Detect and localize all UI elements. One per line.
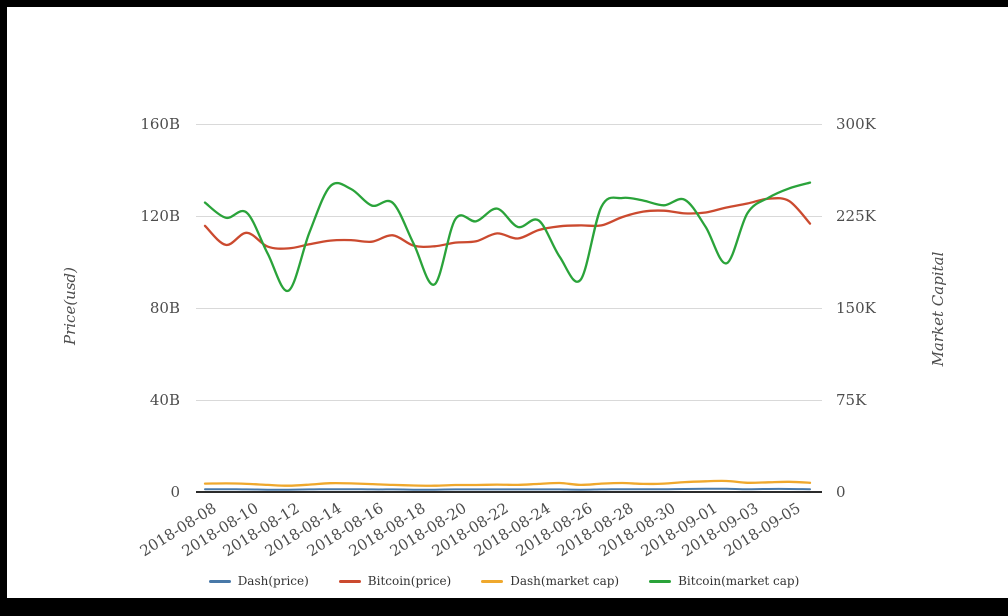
series-line-dash-price[interactable] [204, 487, 811, 491]
screenshot-border-top [0, 0, 1008, 7]
legend-label: Dash(price) [237, 574, 309, 588]
screenshot-border-bottom [0, 598, 1008, 616]
legend-label: Bitcoin(market cap) [678, 574, 800, 588]
legend-line-marker [208, 579, 231, 583]
y-left-tick-label: 80B [149, 299, 180, 317]
screenshot-border-left [0, 0, 7, 616]
legend-item-dash-market-cap[interactable]: Dash(market cap) [481, 574, 619, 588]
legend-label: Bitcoin(price) [367, 574, 452, 588]
legend-line-marker [338, 579, 361, 583]
y-left-tick-label: 40B [149, 391, 180, 409]
y-right-tick-label: 150K [836, 299, 876, 317]
x-axis-line [196, 491, 822, 493]
gridline [196, 124, 822, 125]
series-line-bitcoin-market-cap[interactable] [203, 181, 812, 292]
y-right-tick-label: 300K [836, 115, 876, 133]
legend-line-marker [481, 579, 504, 583]
legend-item-bitcoin-price[interactable]: Bitcoin(price) [338, 574, 452, 588]
series-line-dash-market-cap[interactable] [203, 479, 812, 487]
y-right-tick-label: 75K [836, 391, 867, 409]
y-right-tick-label: 225K [836, 207, 876, 225]
y-left-tick-label: 0 [170, 483, 180, 501]
legend: Dash(price) Bitcoin(price) Dash(market cap… [0, 574, 1008, 588]
series-line-bitcoin-price[interactable] [203, 197, 812, 250]
gridline [196, 400, 822, 401]
y-left-tick-label: 160B [140, 115, 180, 133]
legend-label: Dash(market cap) [510, 574, 620, 588]
legend-item-dash-price[interactable]: Dash(price) [208, 574, 309, 588]
gridline [196, 308, 822, 309]
gridline [196, 216, 822, 217]
legend-line-marker [649, 579, 672, 583]
legend-item-bitcoin-market-cap[interactable]: Bitcoin(market cap) [649, 574, 799, 588]
y-left-tick-label: 120B [140, 207, 180, 225]
y-right-tick-label: 0 [836, 483, 846, 501]
